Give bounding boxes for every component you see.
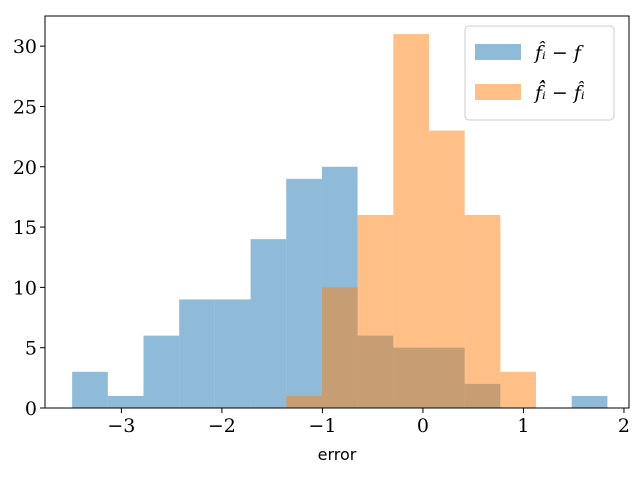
x-tick-label: −2 (208, 415, 236, 437)
bar-series2-bin7 (500, 371, 537, 408)
x-tick-label: −3 (107, 415, 135, 437)
x-tick-label: 1 (517, 415, 529, 437)
legend-label-2: f̂̂ᵢ − f̂ᵢ (533, 79, 585, 104)
bar-series1-bin7 (286, 178, 322, 408)
bar-series2-bin5 (428, 130, 465, 409)
bar-series2-bin2 (321, 287, 358, 408)
histogram-bars (72, 34, 608, 409)
legend-swatch-2 (475, 84, 521, 100)
bar-series1-bin4 (179, 299, 215, 408)
y-axis: 0 5 10 15 20 25 30 (13, 36, 45, 420)
x-tick-label: −1 (308, 415, 336, 437)
legend: f̂ᵢ − f f̂̂ᵢ − f̂ᵢ (464, 25, 615, 121)
legend-swatch-1 (475, 44, 521, 60)
bar-series1-bin3 (143, 335, 180, 408)
x-tick-label: 0 (417, 415, 429, 437)
legend-box (464, 25, 615, 121)
y-tick-label: 20 (13, 157, 37, 179)
y-tick-label: 0 (25, 398, 37, 420)
legend-label-1: f̂ᵢ − f (533, 41, 584, 64)
y-tick-label: 15 (13, 217, 37, 239)
y-tick-label: 30 (13, 36, 37, 58)
x-axis-label: error (318, 445, 357, 464)
bar-series2-bin4 (393, 34, 429, 408)
x-axis: −3 −2 −1 0 1 2 (107, 408, 630, 437)
x-tick-label: 2 (618, 415, 630, 437)
y-tick-label: 10 (13, 277, 37, 299)
y-tick-label: 25 (13, 96, 37, 118)
bar-series2-bin3 (357, 215, 394, 408)
bar-series1-bin2 (107, 395, 144, 408)
bar-series2-bin6 (464, 215, 501, 408)
plot-frame (44, 15, 630, 409)
bar-series1-bin5 (214, 299, 251, 408)
bar-series1-bin15 (571, 395, 608, 408)
bar-series1-bin6 (250, 239, 287, 408)
bar-series1-bin1 (72, 371, 108, 408)
y-tick-label: 5 (25, 338, 37, 360)
bar-series2-bin1 (286, 395, 322, 408)
